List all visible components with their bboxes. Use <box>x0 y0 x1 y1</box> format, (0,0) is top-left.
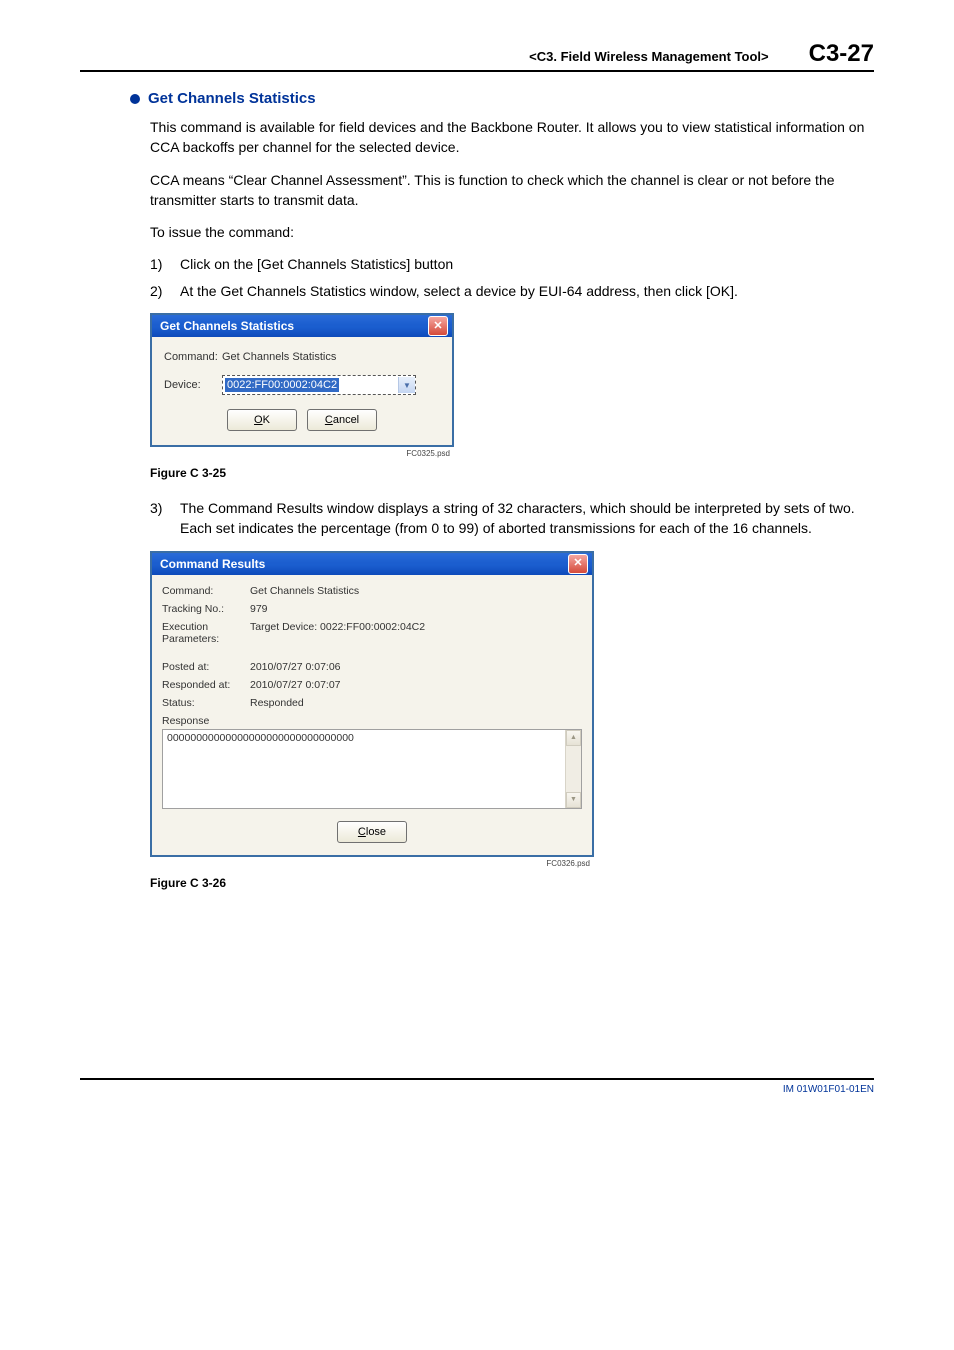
figure-1-caption: Figure C 3-25 <box>150 466 874 480</box>
page-footer: IM 01W01F01-01EN <box>80 1078 874 1095</box>
d2-responded-value: 2010/07/27 0:07:07 <box>250 679 582 691</box>
paragraph-2: CCA means “Clear Channel Assessment”. Th… <box>150 170 874 211</box>
d2-response-label: Response <box>162 715 582 727</box>
cancel-rest: ancel <box>333 414 359 426</box>
step-3: 3) The Command Results window displays a… <box>150 498 874 539</box>
dialog2-body: Command:Get Channels Statistics Tracking… <box>152 575 592 855</box>
paragraph-1: This command is available for field devi… <box>150 117 874 158</box>
dialog1-body: Command: Get Channels Statistics Device:… <box>152 337 452 445</box>
get-channels-dialog: Get Channels Statistics ✕ Command: Get C… <box>150 313 454 447</box>
scroll-up-icon[interactable]: ▲ <box>566 730 581 746</box>
ok-u: O <box>254 414 263 426</box>
step-2-num: 2) <box>150 281 180 301</box>
response-text: 00000000000000000000000000000000 <box>163 730 565 808</box>
d2-status-value: Responded <box>250 697 582 709</box>
step-1: 1) Click on the [Get Channels Statistics… <box>150 254 874 274</box>
d2-tracking-label: Tracking No.: <box>162 603 250 615</box>
scroll-down-icon[interactable]: ▼ <box>566 792 581 808</box>
dialog2-title: Command Results <box>156 557 265 571</box>
d2-responded-label: Responded at: <box>162 679 250 691</box>
dialog2-titlebar[interactable]: Command Results ✕ <box>152 553 592 575</box>
d2-status-label: Status: <box>162 697 250 709</box>
figure-2-caption: Figure C 3-26 <box>150 876 874 890</box>
d2-command-value: Get Channels Statistics <box>250 585 582 597</box>
d1-command-value: Get Channels Statistics <box>222 351 336 363</box>
close-icon[interactable]: ✕ <box>568 554 588 574</box>
cancel-button[interactable]: Cancel <box>307 409 377 431</box>
d2-exec-label: Execution Parameters: <box>162 621 250 645</box>
page-header: <C3. Field Wireless Management Tool> C3-… <box>80 40 874 72</box>
close-u: C <box>358 826 366 838</box>
step-2: 2) At the Get Channels Statistics window… <box>150 281 874 301</box>
response-textarea[interactable]: 00000000000000000000000000000000 ▲ ▼ <box>162 729 582 809</box>
d1-command-label: Command: <box>164 351 222 363</box>
bullet-icon <box>130 94 140 104</box>
page-number: C3-27 <box>809 40 874 68</box>
header-subtitle: <C3. Field Wireless Management Tool> <box>529 49 768 64</box>
section-title-text: Get Channels Statistics <box>148 90 316 107</box>
d2-exec-value: Target Device: 0022:FF00:0002:04C2 <box>250 621 582 633</box>
cancel-u: C <box>325 414 333 426</box>
command-results-dialog: Command Results ✕ Command:Get Channels S… <box>150 551 594 857</box>
dialog1-title: Get Channels Statistics <box>156 319 294 333</box>
dialog1-titlebar[interactable]: Get Channels Statistics ✕ <box>152 315 452 337</box>
chevron-down-icon[interactable]: ▼ <box>398 377 415 393</box>
paragraph-3: To issue the command: <box>150 222 874 242</box>
section-title: Get Channels Statistics <box>130 90 874 107</box>
step-3-text: The Command Results window displays a st… <box>180 498 874 539</box>
device-select[interactable]: 0022:FF00:0002:04C2 ▼ <box>222 375 416 395</box>
ok-rest: K <box>263 414 270 426</box>
d2-tracking-value: 979 <box>250 603 582 615</box>
close-rest: lose <box>366 826 386 838</box>
device-select-value: 0022:FF00:0002:04C2 <box>225 378 339 392</box>
close-icon[interactable]: ✕ <box>428 316 448 336</box>
psd-label-1: FC0325.psd <box>150 449 450 458</box>
step-1-num: 1) <box>150 254 180 274</box>
step-3-num: 3) <box>150 498 180 539</box>
psd-label-2: FC0326.psd <box>150 859 590 868</box>
footer-text: IM 01W01F01-01EN <box>783 1084 874 1095</box>
figure-2-container: Command Results ✕ Command:Get Channels S… <box>150 551 874 868</box>
d2-posted-label: Posted at: <box>162 661 250 673</box>
scrollbar[interactable]: ▲ ▼ <box>565 730 581 808</box>
d1-device-label: Device: <box>164 379 222 391</box>
step-1-text: Click on the [Get Channels Statistics] b… <box>180 254 874 274</box>
d2-command-label: Command: <box>162 585 250 597</box>
ok-button[interactable]: OK <box>227 409 297 431</box>
close-button[interactable]: Close <box>337 821 407 843</box>
d2-posted-value: 2010/07/27 0:07:06 <box>250 661 582 673</box>
figure-1-container: Get Channels Statistics ✕ Command: Get C… <box>150 313 874 458</box>
step-2-text: At the Get Channels Statistics window, s… <box>180 281 874 301</box>
